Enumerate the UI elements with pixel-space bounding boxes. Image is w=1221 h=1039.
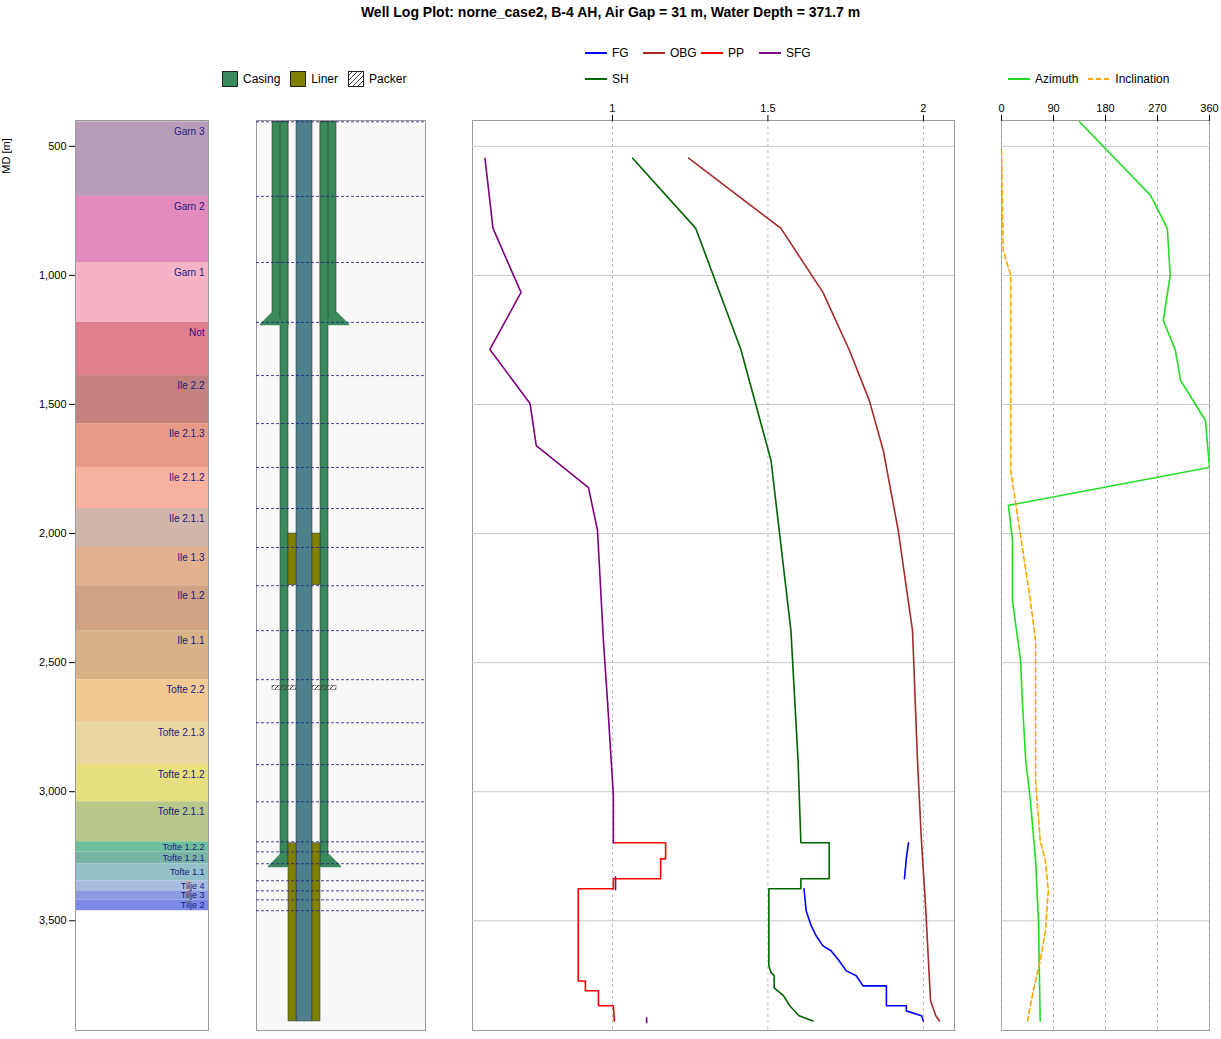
html-text:Liner: Liner xyxy=(311,72,338,86)
svg-text:Tofte 2.1.2: Tofte 2.1.2 xyxy=(158,769,205,780)
html-text:Inclination: Inclination xyxy=(1115,72,1170,86)
svg-text:3,500: 3,500 xyxy=(39,914,67,926)
html-text:SH: SH xyxy=(612,72,629,86)
svg-text:Garn 2: Garn 2 xyxy=(174,201,205,212)
svg-text:Ile 1.3: Ile 1.3 xyxy=(177,552,205,563)
svg-text:2: 2 xyxy=(920,102,926,114)
svg-text:Tilje 4: Tilje 4 xyxy=(181,881,205,891)
html-text:Packer: Packer xyxy=(369,72,407,86)
svg-text:Garn 3: Garn 3 xyxy=(174,126,205,137)
svg-text:Tofte 1.2.1: Tofte 1.2.1 xyxy=(162,853,204,863)
svg-text:500: 500 xyxy=(48,140,66,152)
svg-text:360: 360 xyxy=(1200,102,1218,114)
html-text:Well Log Plot: norne_case2, B-: Well Log Plot: norne_case2, B-4 AH, Air … xyxy=(360,4,861,20)
html-text:OBG: OBG xyxy=(670,46,697,60)
svg-text:Tofte 2.1.3: Tofte 2.1.3 xyxy=(158,727,205,738)
svg-text:0: 0 xyxy=(998,102,1004,114)
svg-text:Ile 1.2: Ile 1.2 xyxy=(177,590,205,601)
html-text:FG: FG xyxy=(612,46,629,60)
svg-text:2,000: 2,000 xyxy=(39,527,67,539)
svg-text:Tofte 2.2: Tofte 2.2 xyxy=(166,684,205,695)
svg-text:1.5: 1.5 xyxy=(760,102,775,114)
svg-text:Tofte 1.2.2: Tofte 1.2.2 xyxy=(162,842,204,852)
svg-text:Tofte 1.1: Tofte 1.1 xyxy=(170,867,205,877)
html-text:MD [m]: MD [m] xyxy=(0,138,12,174)
svg-text:Tilje 3: Tilje 3 xyxy=(181,890,205,900)
svg-text:3,000: 3,000 xyxy=(39,785,67,797)
svg-text:Tofte 2.1.1: Tofte 2.1.1 xyxy=(158,806,205,817)
svg-text:Ile 1.1: Ile 1.1 xyxy=(177,635,205,646)
svg-text:Garn 1: Garn 1 xyxy=(174,267,205,278)
svg-text:90: 90 xyxy=(1047,102,1059,114)
svg-text:1,000: 1,000 xyxy=(39,269,67,281)
svg-text:2,500: 2,500 xyxy=(39,656,67,668)
html-text:Casing: Casing xyxy=(243,72,281,86)
svg-text:180: 180 xyxy=(1096,102,1114,114)
svg-text:Ile 2.1.2: Ile 2.1.2 xyxy=(169,472,205,483)
html-text:PP: PP xyxy=(728,46,744,60)
svg-text:Ile 2.1.1: Ile 2.1.1 xyxy=(169,513,205,524)
svg-text:1,500: 1,500 xyxy=(39,398,67,410)
svg-text:Ile 2.1.3: Ile 2.1.3 xyxy=(169,428,205,439)
svg-text:1: 1 xyxy=(609,102,615,114)
html-text:SFG: SFG xyxy=(786,46,811,60)
svg-text:Tilje 2: Tilje 2 xyxy=(181,900,205,910)
html-text:Azimuth: Azimuth xyxy=(1035,72,1079,86)
svg-text:Not: Not xyxy=(189,327,205,338)
svg-text:270: 270 xyxy=(1148,102,1166,114)
svg-text:Ile 2.2: Ile 2.2 xyxy=(177,380,205,391)
